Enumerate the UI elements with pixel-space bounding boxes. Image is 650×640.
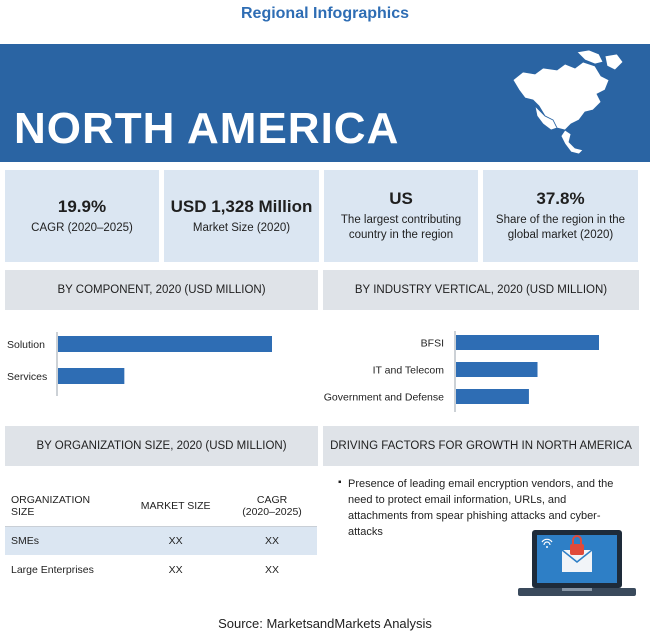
stat-region-share-value: 37.8% [536,189,585,208]
bar [58,336,272,352]
col-header-cagr: CAGR (2020–2025) [227,486,317,527]
organization-size-table: ORGANIZATION SIZE MARKET SIZE CAGR (2020–2… [5,486,317,584]
bar [456,362,538,377]
section-header-component: BY COMPONENT, 2020 (USD MILLION) [5,270,318,310]
stat-market-size-label: Market Size (2020) [192,221,291,234]
section-header-vertical: BY INDUSTRY VERTICAL, 2020 (USD MILLION) [323,270,639,310]
col-header-cagr-line1: CAGR [256,493,288,506]
region-name: NORTH AMERICA [14,104,400,153]
source-note: Source: MarketsandMarkets Analysis [218,616,432,631]
col-header-org-size: ORGANIZATION SIZE [5,486,125,527]
page-title: Regional Infographics [240,5,409,22]
bullet-icon: ▪ [338,477,342,488]
bar-category-label: IT and Telecom [373,365,445,377]
stat-top-country-value: US [389,189,413,208]
bar [456,389,529,404]
stat-top-country: US The largest contributing country in t… [324,170,478,262]
section-header-drivers: DRIVING FACTORS FOR GROWTH IN NORTH AMER… [323,426,639,466]
section-header-organization: BY ORGANIZATION SIZE, 2020 (USD MILLION) [5,426,318,466]
vertical-bar-chart: BFSI IT and Telecom Government and Defense [324,331,599,412]
bar-category-label: BFSI [421,338,444,350]
stat-region-share-label: Share of the region in the global market… [495,214,626,241]
north-america-map-icon [512,50,624,155]
row-org-size: Large Enterprises [11,563,94,576]
bar [58,368,125,384]
table-row: SMEs XX XX [5,526,317,555]
component-bar-chart: Solution Services [7,332,272,396]
stat-region-share: 37.8% Share of the region in the global … [483,170,638,262]
row-cagr: XX [227,526,317,555]
bar-category-label: Services [7,371,47,383]
col-header-org-size-line1: ORGANIZATION [11,493,91,506]
table-header-row: ORGANIZATION SIZE MARKET SIZE CAGR (2020–2… [5,486,317,527]
laptop-email-lock-icon [518,530,636,596]
col-header-org-size-line2: SIZE [11,505,35,518]
stat-market-size-value: USD 1,328 Million [170,196,313,216]
col-header-market-size: MARKET SIZE [124,486,228,527]
row-cagr: XX [265,563,280,576]
stat-cagr-value: 19.9% [57,196,107,216]
bar [456,335,599,350]
row-market-size: XX [168,563,183,576]
stat-market-size: USD 1,328 Million Market Size (2020) [164,170,319,262]
col-header-cagr-line2: (2020–2025) [242,505,302,518]
table-row: Large Enterprises XX XX [5,555,317,584]
stat-top-country-label: The largest contributing country in the … [340,214,462,241]
stat-cagr: 19.9% CAGR (2020–2025) [5,170,159,262]
bar-category-label: Government and Defense [324,392,444,404]
row-org-size: SMEs [5,526,125,555]
stat-cagr-label: CAGR (2020–2025) [31,221,133,234]
row-market-size: XX [124,526,228,555]
driver-text: Presence of leading email encryption ven… [348,478,614,538]
region-banner: NORTH AMERICA [0,44,650,162]
bar-category-label: Solution [7,339,45,351]
